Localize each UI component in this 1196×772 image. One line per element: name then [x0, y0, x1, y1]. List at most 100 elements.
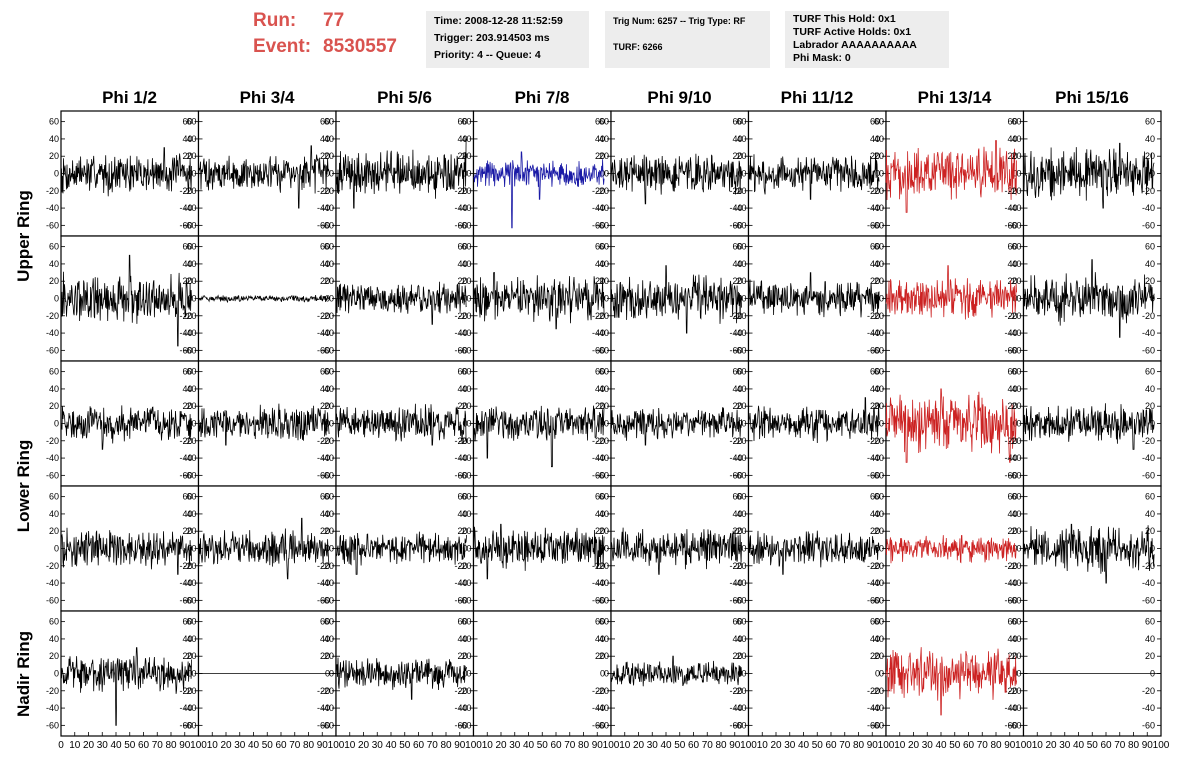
x-tick-label: 10 — [207, 740, 219, 751]
y-tick-label: 60 — [324, 492, 334, 502]
y-tick-label: -40 — [871, 578, 884, 588]
x-tick-label: 30 — [784, 740, 796, 751]
x-tick-label: 0 — [58, 740, 64, 751]
column-header: Phi 5/6 — [377, 88, 432, 107]
y-tick-label: -40 — [596, 328, 609, 338]
y-tick-label: -40 — [454, 578, 467, 588]
y-tick-label: -60 — [183, 470, 196, 480]
y-tick-label: 20 — [1145, 401, 1155, 411]
waveform-line — [748, 530, 880, 575]
y-tick-label: -40 — [592, 328, 605, 338]
y-tick-label: 40 — [1145, 509, 1155, 519]
y-tick-label: -20 — [871, 186, 884, 196]
y-tick-label: -40 — [596, 203, 609, 213]
y-tick-label: 20 — [732, 651, 742, 661]
x-tick-label: 50 — [537, 740, 549, 751]
y-tick-label: 20 — [457, 526, 467, 536]
y-tick-label: -40 — [592, 203, 605, 213]
x-tick-label: 50 — [1087, 740, 1099, 751]
x-tick-label: 80 — [715, 740, 727, 751]
y-tick-label: 40 — [182, 384, 192, 394]
y-tick-label: 20 — [457, 401, 467, 411]
y-tick-label: 40 — [49, 634, 59, 644]
y-tick-label: -40 — [179, 328, 192, 338]
y-tick-label: 60 — [49, 117, 59, 127]
waveform-line — [60, 405, 192, 450]
y-tick-label: -40 — [729, 578, 742, 588]
panel-frame — [472, 610, 612, 737]
y-tick-label: 60 — [874, 617, 884, 627]
y-tick-label: 20 — [599, 151, 609, 161]
y-tick-label: 60 — [457, 242, 467, 252]
y-tick-label: 60 — [324, 367, 334, 377]
y-tick-label: -60 — [592, 470, 605, 480]
y-tick-label: -60 — [317, 220, 330, 230]
y-tick-label: -60 — [867, 470, 880, 480]
x-tick-label: 50 — [399, 740, 411, 751]
y-tick-label: 20 — [49, 401, 59, 411]
y-tick-label: -20 — [592, 186, 605, 196]
y-tick-label: -60 — [871, 470, 884, 480]
y-tick-label: -60 — [183, 345, 196, 355]
trig-info-box: Trig Num: 6257 -- Trig Type: RF TURF: 62… — [605, 11, 770, 68]
y-tick-label: -40 — [867, 703, 880, 713]
y-tick-label: 60 — [1007, 242, 1017, 252]
y-tick-label: 0 — [462, 169, 467, 179]
y-tick-label: -60 — [733, 470, 746, 480]
x-tick-label: 40 — [110, 740, 122, 751]
x-tick-label: 100 — [1015, 740, 1032, 751]
x-tick-label: 90 — [317, 740, 329, 751]
y-tick-label: -60 — [596, 345, 609, 355]
y-tick-label: -20 — [1004, 686, 1017, 696]
y-tick-label: -20 — [592, 686, 605, 696]
waveform-line — [610, 655, 742, 687]
y-tick-label: -20 — [592, 436, 605, 446]
y-tick-label: -20 — [871, 561, 884, 571]
y-tick-label: 60 — [1007, 492, 1017, 502]
waveform-line — [748, 152, 880, 200]
y-tick-label: 60 — [870, 617, 880, 627]
waveform-line — [198, 294, 330, 304]
y-tick-label: -40 — [46, 703, 59, 713]
y-tick-label: 40 — [461, 384, 471, 394]
y-tick-label: 60 — [595, 492, 605, 502]
column-header: Phi 15/16 — [1055, 88, 1129, 107]
x-tick-label: 80 — [853, 740, 865, 751]
y-tick-label: -20 — [321, 436, 334, 446]
y-tick-label: -40 — [1004, 453, 1017, 463]
y-tick-label: 20 — [182, 526, 192, 536]
y-tick-label: -60 — [454, 470, 467, 480]
column-header: Phi 3/4 — [239, 88, 295, 107]
y-tick-label: -60 — [321, 595, 334, 605]
x-tick-label: 30 — [509, 740, 521, 751]
x-tick-label: 70 — [564, 740, 576, 751]
y-tick-label: 0 — [187, 669, 192, 679]
y-tick-label: 60 — [1145, 617, 1155, 627]
y-tick-label: -20 — [179, 686, 192, 696]
x-tick-label: 80 — [303, 740, 315, 751]
y-tick-label: 60 — [736, 242, 746, 252]
y-tick-label: 20 — [595, 526, 605, 536]
y-tick-label: 0 — [741, 544, 746, 554]
y-tick-label: 20 — [732, 526, 742, 536]
y-tick-label: -60 — [1004, 595, 1017, 605]
x-tick-label: 60 — [550, 740, 562, 751]
y-tick-label: -20 — [596, 686, 609, 696]
y-tick-label: -20 — [317, 311, 330, 321]
waveform-line — [1023, 142, 1155, 209]
waveform-line — [473, 272, 605, 330]
x-tick-label: 60 — [825, 740, 837, 751]
x-tick-label: 10 — [619, 740, 631, 751]
y-tick-label: 0 — [466, 294, 471, 304]
y-tick-label: 20 — [182, 651, 192, 661]
y-tick-label: 60 — [457, 367, 467, 377]
